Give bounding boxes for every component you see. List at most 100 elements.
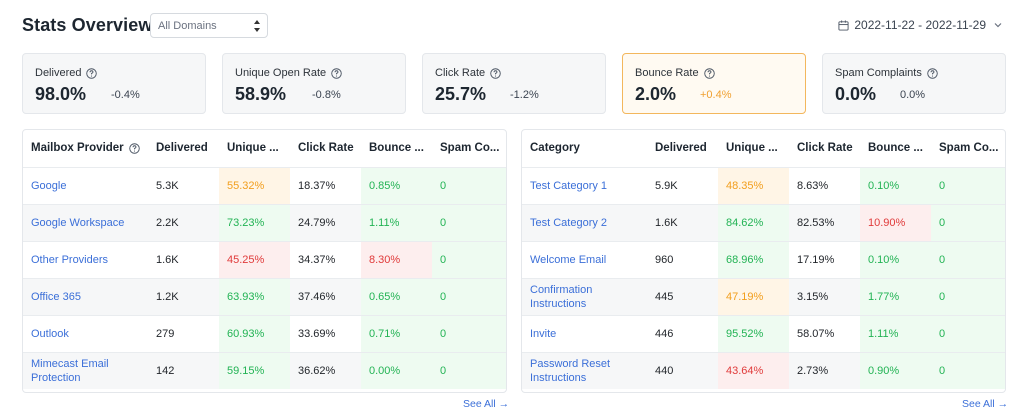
domain-select[interactable]: All Domains: [150, 13, 268, 38]
column-header[interactable]: Category: [530, 142, 580, 155]
click-rate-cell: 82.53%: [789, 203, 860, 241]
category-table: Category Delivered Unique ... Click Rate…: [522, 130, 1005, 389]
spam-cell: 0: [432, 314, 506, 352]
stat-card-click-rate[interactable]: Click Rate 25.7% -1.2%: [422, 53, 606, 114]
mailbox-provider-panel: Mailbox Provider Delivered Unique ... Cl…: [22, 129, 507, 393]
help-circle-icon[interactable]: [927, 67, 938, 79]
column-header[interactable]: Delivered: [655, 142, 707, 155]
stat-card-value: 98.0%: [35, 84, 87, 104]
provider-link[interactable]: Office 365: [23, 277, 148, 315]
spam-cell: 0: [432, 351, 506, 389]
stat-card-delta: -1.2%: [510, 89, 539, 101]
category-panel: Category Delivered Unique ... Click Rate…: [521, 129, 1006, 393]
stat-card-delivered[interactable]: Delivered 98.0% -0.4%: [22, 53, 206, 114]
click-rate-cell: 37.46%: [290, 277, 361, 315]
stat-card-label: Unique Open Rate: [235, 67, 327, 79]
see-all-mailbox-link[interactable]: See All →: [463, 398, 510, 410]
click-rate-cell: 34.37%: [290, 240, 361, 278]
see-all-category-link[interactable]: See All →: [962, 398, 1009, 410]
click-rate-cell: 58.07%: [789, 314, 860, 352]
delivered-cell: 445: [647, 277, 718, 315]
help-circle-icon[interactable]: [703, 67, 715, 79]
stat-card-delta: +0.4%: [700, 89, 732, 101]
spam-cell: 0: [931, 351, 1005, 389]
stat-card-label: Click Rate: [435, 67, 486, 79]
click-rate-cell: 2.73%: [789, 351, 860, 389]
stat-card-delta: 0.0%: [900, 89, 926, 101]
column-header[interactable]: Click Rate: [298, 142, 354, 155]
delivered-cell: 279: [148, 314, 219, 352]
provider-link[interactable]: Outlook: [23, 314, 148, 352]
bounce-cell: 0.10%: [860, 240, 931, 278]
column-header[interactable]: Unique ...: [227, 142, 279, 155]
spam-cell: 0: [931, 277, 1005, 315]
stat-card-value: 58.9%: [235, 84, 287, 104]
stat-card-label: Spam Complaints: [835, 67, 922, 79]
stat-card-spam-complaints[interactable]: Spam Complaints 0.0% 0.0%: [822, 53, 1006, 114]
column-header[interactable]: Bounce ...: [369, 142, 424, 155]
table-header-row: Category Delivered Unique ... Click Rate…: [522, 130, 1005, 167]
stat-cards: Delivered 98.0% -0.4% Unique Open Rate 5…: [22, 53, 1008, 114]
click-rate-cell: 8.63%: [789, 166, 860, 204]
table-row: Google 5.3K 55.32% 18.37% 0.85% 0: [23, 166, 506, 204]
delivered-cell: 5.3K: [148, 166, 219, 204]
bounce-cell: 1.77%: [860, 277, 931, 315]
delivered-cell: 960: [647, 240, 718, 278]
category-link[interactable]: Test Category 1: [522, 166, 647, 204]
bounce-cell: 0.90%: [860, 351, 931, 389]
table-row: Office 365 1.2K 63.93% 37.46% 0.65% 0: [23, 277, 506, 315]
click-rate-cell: 36.62%: [290, 351, 361, 389]
unique-open-cell: 55.32%: [219, 166, 290, 204]
column-header[interactable]: Unique ...: [726, 142, 778, 155]
date-range-picker[interactable]: 2022-11-22 - 2022-11-29: [838, 16, 1002, 34]
category-link[interactable]: Test Category 2: [522, 203, 647, 241]
column-header[interactable]: Delivered: [156, 142, 208, 155]
delivered-cell: 1.6K: [647, 203, 718, 241]
category-link[interactable]: Invite: [522, 314, 647, 352]
provider-link[interactable]: Google: [23, 166, 148, 204]
category-link[interactable]: Welcome Email: [522, 240, 647, 278]
provider-link[interactable]: Google Workspace: [23, 203, 148, 241]
stat-card-unique-open-rate[interactable]: Unique Open Rate 58.9% -0.8%: [222, 53, 406, 114]
stat-card-bounce-rate[interactable]: Bounce Rate 2.0% +0.4%: [622, 53, 806, 114]
column-header[interactable]: Spam Co...: [440, 142, 500, 155]
table-row: Test Category 1 5.9K 48.35% 8.63% 0.10% …: [522, 166, 1005, 204]
stat-card-value: 0.0%: [835, 84, 877, 104]
help-circle-icon[interactable]: [128, 143, 140, 154]
help-circle-icon[interactable]: [86, 67, 98, 79]
table-row: Invite 446 95.52% 58.07% 1.11% 0: [522, 314, 1005, 352]
column-header[interactable]: Mailbox Provider: [23, 130, 148, 167]
delivered-cell: 440: [647, 351, 718, 389]
help-circle-icon[interactable]: [490, 67, 501, 79]
unique-open-cell: 95.52%: [718, 314, 789, 352]
column-header[interactable]: Click Rate: [797, 142, 853, 155]
click-rate-cell: 3.15%: [789, 277, 860, 315]
spam-cell: 0: [931, 240, 1005, 278]
click-rate-cell: 33.69%: [290, 314, 361, 352]
unique-open-cell: 45.25%: [219, 240, 290, 278]
delivered-cell: 1.2K: [148, 277, 219, 315]
click-rate-cell: 24.79%: [290, 203, 361, 241]
help-circle-icon[interactable]: [331, 67, 342, 79]
spam-cell: 0: [931, 203, 1005, 241]
click-rate-cell: 17.19%: [789, 240, 860, 278]
sort-arrows-icon: [254, 20, 260, 32]
category-link[interactable]: Password Reset Instructions: [522, 351, 647, 389]
column-header[interactable]: Spam Co...: [939, 142, 999, 155]
table-row: Confirmation Instructions 445 47.19% 3.1…: [522, 277, 1005, 315]
bounce-cell: 8.30%: [361, 240, 432, 278]
unique-open-cell: 47.19%: [718, 277, 789, 315]
stat-card-value: 2.0%: [635, 84, 677, 104]
mailbox-provider-table: Mailbox Provider Delivered Unique ... Cl…: [23, 130, 506, 389]
delivered-cell: 142: [148, 351, 219, 389]
provider-link[interactable]: Mimecast Email Protection: [23, 351, 148, 389]
category-link[interactable]: Confirmation Instructions: [522, 277, 647, 315]
page-title: Stats Overview: [22, 15, 153, 35]
provider-link[interactable]: Other Providers: [23, 240, 148, 278]
calendar-icon: [838, 19, 849, 31]
stat-card-delta: -0.8%: [312, 89, 341, 101]
spam-cell: 0: [432, 166, 506, 204]
column-header[interactable]: Bounce ...: [868, 142, 923, 155]
spam-cell: 0: [931, 166, 1005, 204]
date-range-value: 2022-11-22 - 2022-11-29: [854, 18, 986, 32]
